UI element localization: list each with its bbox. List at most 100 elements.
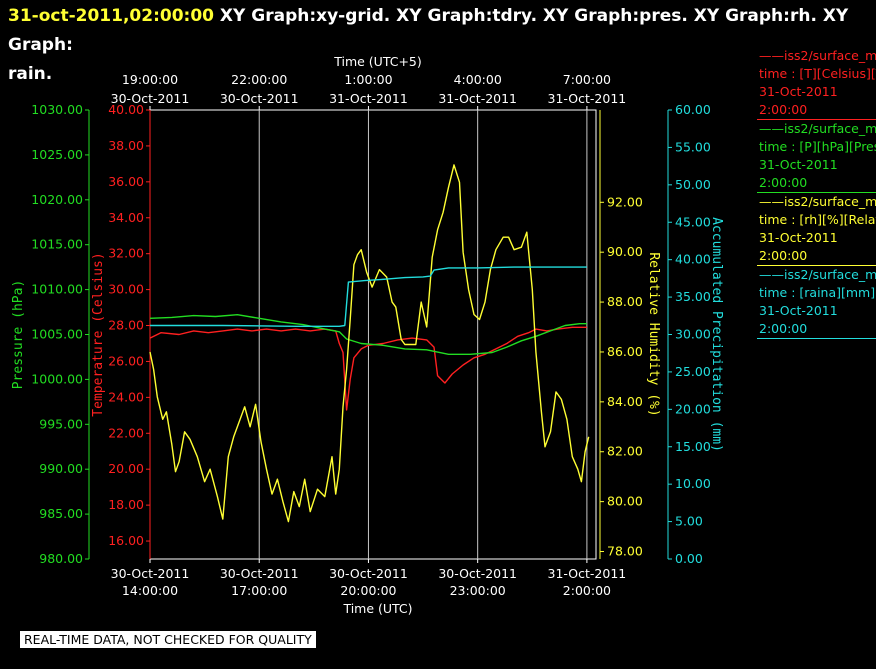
rh-tick-label: 80.00 <box>607 494 643 509</box>
legend-line1: ——iss2/surface_met <box>759 194 876 209</box>
bottom-time-label: 23:00:00 <box>450 583 506 598</box>
legend-line1: ——iss2/surface_met <box>759 267 876 282</box>
rh-tick-label: 78.00 <box>607 544 643 559</box>
temperature-tick-label: 18.00 <box>108 497 144 512</box>
pressure-tick-label: 1015.00 <box>31 237 83 252</box>
quality-warning: REAL-TIME DATA, NOT CHECKED FOR QUALITY <box>20 631 316 648</box>
rh-tick-label: 86.00 <box>607 344 643 359</box>
temperature-tick-label: 24.00 <box>108 389 144 404</box>
bottom-date-label: 30-Oct-2011 <box>438 566 517 581</box>
plot-frame <box>149 109 597 560</box>
top-axis-title: Time (UTC+5) <box>333 54 422 69</box>
top-date-label: 31-Oct-2011 <box>438 91 517 106</box>
top-time-label: 22:00:00 <box>231 72 287 87</box>
temperature-tick-label: 26.00 <box>108 353 144 368</box>
rh-axis-title: Relative Humidity (%) <box>646 252 661 416</box>
axes: 1030.00 1025.00 1020.00 1015.00 1010.00 1005.… <box>11 102 724 566</box>
pressure-tick-label: 1030.00 <box>31 102 83 117</box>
precip-tick-label: 55.00 <box>675 139 711 154</box>
legend-line2: time : [T][Celsius][T <box>759 66 876 81</box>
bottom-time-label: 14:00:00 <box>122 583 178 598</box>
bottom-time-label: 2:00:00 <box>563 583 611 598</box>
temperature-tick-label: 16.00 <box>108 533 144 548</box>
legend-line2: time : [P][hPa][Pres <box>759 139 876 154</box>
bottom-time-label: 20:00:00 <box>340 583 396 598</box>
title-graph-list-wrap: rain. <box>8 64 53 84</box>
legend-line2: time : [raina][mm][A <box>759 285 876 300</box>
pressure-tick-label: 985.00 <box>39 506 83 521</box>
precip-tick-label: 0.00 <box>675 551 703 566</box>
temperature-tick-label: 34.00 <box>108 210 144 225</box>
legend-date: 31-Oct-2011 <box>759 303 838 318</box>
top-date-label: 30-Oct-2011 <box>111 91 190 106</box>
legend-entry: ——iss2/surface_mettime : [rh][%][Relati 3… <box>757 193 876 266</box>
legend-time: 2:00:00 <box>759 102 808 117</box>
bottom-date-label: 30-Oct-2011 <box>111 566 190 581</box>
rh-tick-label: 92.00 <box>607 194 643 209</box>
legend-date: 31-Oct-2011 <box>759 84 838 99</box>
precip-tick-label: 50.00 <box>675 177 711 192</box>
precip-series-line <box>150 266 587 327</box>
bottom-date-label: 31-Oct-2011 <box>548 566 627 581</box>
grid <box>149 110 588 559</box>
pressure-series-line <box>149 314 587 355</box>
temperature-tick-label: 40.00 <box>108 102 144 117</box>
pressure-tick-label: 990.00 <box>39 461 83 476</box>
legend-line1: ——iss2/surface_met <box>759 121 876 136</box>
temperature-tick-label: 20.00 <box>108 461 144 476</box>
legend-line1: ——iss2/surface_met <box>759 48 876 63</box>
top-date-label: 30-Oct-2011 <box>220 91 299 106</box>
top-time-label: 7:00:00 <box>563 72 611 87</box>
precip-tick-label: 20.00 <box>675 401 711 416</box>
title-timestamp: 31-oct-2011,02:00:00 <box>8 6 214 26</box>
precip-tick-label: 5.00 <box>675 514 703 529</box>
series <box>149 164 590 523</box>
bottom-axis-title: Time (UTC) <box>342 601 412 616</box>
legend-entry: ——iss2/surface_mettime : [raina][mm][A 31… <box>757 266 876 339</box>
bottom-date-label: 30-Oct-2011 <box>220 566 299 581</box>
precip-tick-label: 60.00 <box>675 102 711 117</box>
temperature-tick-label: 30.00 <box>108 282 144 297</box>
temperature-axis-title: Temperature (Celsius) <box>91 252 106 416</box>
precip-tick-label: 15.00 <box>675 439 711 454</box>
precip-axis-title: Accumulated Precipitation (mm) <box>709 217 724 452</box>
temperature-tick-label: 28.00 <box>108 318 144 333</box>
precip-tick-label: 35.00 <box>675 289 711 304</box>
legend-time: 2:00:00 <box>759 248 808 263</box>
rh-tick-label: 90.00 <box>607 244 643 259</box>
legend-entry: ——iss2/surface_mettime : [P][hPa][Pres 31… <box>757 120 876 193</box>
legend-date: 31-Oct-2011 <box>759 157 838 172</box>
rh-series-line <box>149 164 590 523</box>
precip-tick-label: 40.00 <box>675 252 711 267</box>
time-axes: 19:00:00 30-Oct-2011 22:00:00 30-Oct-2011 1:… <box>111 54 627 616</box>
rh-tick-label: 82.00 <box>607 444 643 459</box>
pressure-tick-label: 1000.00 <box>31 371 83 386</box>
top-time-label: 4:00:00 <box>454 72 502 87</box>
legend-time: 2:00:00 <box>759 175 808 190</box>
legend-line2: time : [rh][%][Relati <box>759 212 876 227</box>
precip-tick-label: 25.00 <box>675 364 711 379</box>
temperature-tick-label: 22.00 <box>108 425 144 440</box>
top-time-label: 19:00:00 <box>122 72 178 87</box>
rh-tick-label: 88.00 <box>607 294 643 309</box>
pressure-tick-label: 980.00 <box>39 551 83 566</box>
top-date-label: 31-Oct-2011 <box>329 91 408 106</box>
pressure-axis-title: Pressure (hPa) <box>11 280 26 390</box>
precip-tick-label: 10.00 <box>675 476 711 491</box>
pressure-tick-label: 1010.00 <box>31 282 83 297</box>
graph-title: 31-oct-2011,02:00:00 XY Graph:xy-grid. X… <box>8 2 868 89</box>
temperature-tick-label: 32.00 <box>108 246 144 261</box>
title-graph-list: XY Graph:xy-grid. XY Graph:tdry. XY Grap… <box>8 6 849 55</box>
legend-entry: ——iss2/surface_mettime : [T][Celsius][T 3… <box>757 47 876 120</box>
legend: ——iss2/surface_mettime : [T][Celsius][T3… <box>757 47 876 339</box>
pressure-tick-label: 1005.00 <box>31 327 83 342</box>
pressure-tick-label: 1020.00 <box>31 192 83 207</box>
pressure-tick-label: 995.00 <box>39 416 83 431</box>
top-date-label: 31-Oct-2011 <box>548 91 627 106</box>
temperature-tick-label: 36.00 <box>108 174 144 189</box>
temperature-tick-label: 38.00 <box>108 138 144 153</box>
bottom-date-label: 30-Oct-2011 <box>329 566 408 581</box>
legend-time: 2:00:00 <box>759 321 808 336</box>
rh-tick-label: 84.00 <box>607 394 643 409</box>
